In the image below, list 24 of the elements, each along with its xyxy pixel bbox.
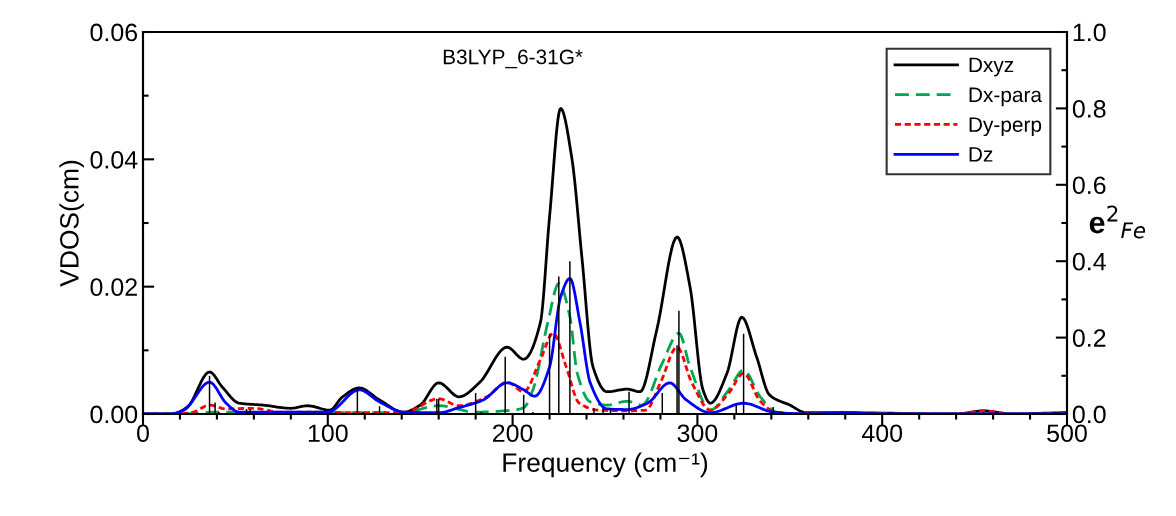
legend-label: Dx-para (969, 87, 1042, 107)
x-tick-label: 200 (493, 424, 533, 443)
legend-label: Dxyz (969, 57, 1014, 77)
legend-label: Dz (969, 147, 993, 162)
y2-tick-label: 0.0 (1072, 405, 1106, 424)
y-tick-label: 0.04 (90, 150, 138, 169)
y2-tick-label: 0.8 (1072, 100, 1106, 118)
y2-tick-label: 1.0 (1073, 23, 1106, 42)
y-axis-title: VDOS(cm) (59, 160, 84, 287)
x-tick-label: 300 (677, 424, 718, 443)
y-tick-label: 0.02 (90, 278, 137, 296)
annotation: B3LYP_6-31G* (443, 49, 583, 69)
x-tick-label: 100 (308, 424, 348, 443)
y2-axis-title: e$^{2}$$_{Fe}$ (1089, 205, 1146, 239)
y2-tick-label: 0.6 (1072, 176, 1106, 195)
x-tick-label: 0 (137, 424, 149, 443)
x-axis-title: Frequency (cm⁻¹) (503, 452, 708, 478)
legend-label: Dy-perp (969, 117, 1042, 137)
x-tick-label: 400 (861, 424, 903, 443)
y2-tick-label: 0.2 (1072, 329, 1106, 347)
y-tick-label: 0.06 (90, 23, 138, 42)
y-tick-label: 0.00 (90, 405, 138, 424)
x-tick-label: 500 (1047, 424, 1087, 443)
y2-tick-label: 0.4 (1072, 252, 1106, 271)
